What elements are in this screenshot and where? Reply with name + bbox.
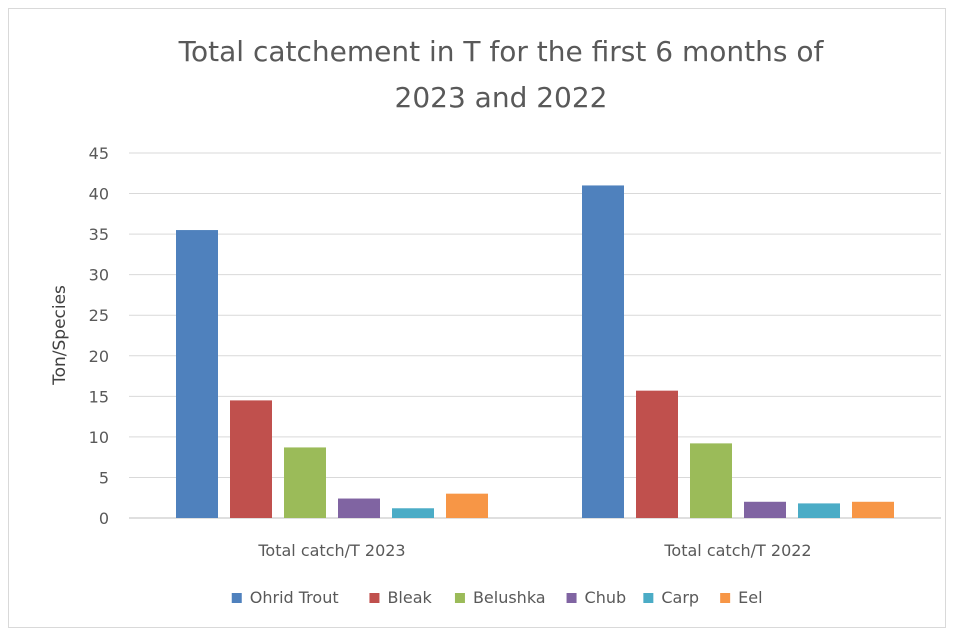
bar-ohrid-trout-2 (582, 185, 624, 518)
bar-bleak-2 (636, 390, 678, 518)
y-tick-label: 0 (99, 509, 109, 528)
y-tick-label: 30 (89, 266, 109, 285)
legend-swatch-bleak (369, 593, 380, 603)
legend-label: Bleak (387, 588, 432, 607)
bar-carp-1 (392, 508, 434, 518)
legend-swatch-eel (720, 593, 731, 603)
bar-ohrid-trout-1 (176, 230, 218, 519)
x-category-label: Total catch/T 2023 (257, 541, 405, 560)
legend-label: Carp (661, 588, 699, 607)
legend-swatch-ohrid-trout (231, 593, 242, 603)
y-tick-label: 10 (89, 428, 109, 447)
bar-eel-1 (446, 493, 488, 518)
bar-chub-1 (338, 498, 380, 518)
y-tick-label: 40 (89, 185, 109, 204)
chart-title-line-2: 2023 and 2022 (395, 81, 608, 114)
y-axis-label: Ton/Species (50, 285, 70, 386)
y-tick-label: 45 (89, 144, 109, 163)
bar-belushka-2 (690, 443, 732, 518)
x-category-label: Total catch/T 2022 (663, 541, 811, 560)
bar-carp-2 (798, 503, 840, 518)
legend-swatch-chub (566, 593, 577, 603)
y-tick-label: 15 (89, 387, 109, 406)
legend-swatch-carp (643, 593, 654, 603)
legend-label: Eel (738, 588, 762, 607)
legend-swatch-belushka (454, 593, 465, 603)
legend-label: Belushka (473, 588, 546, 607)
y-tick-label: 5 (99, 468, 109, 487)
y-tick-label: 20 (89, 347, 109, 366)
legend-label: Ohrid Trout (250, 588, 339, 607)
bar-chart: Total catchement in T for the first 6 mo… (50, 35, 941, 607)
bar-bleak-1 (230, 400, 272, 518)
bar-chub-2 (744, 501, 786, 518)
legend-label: Chub (585, 588, 627, 607)
y-tick-label: 35 (89, 225, 109, 244)
chart-title-line-1: Total catchement in T for the first 6 mo… (178, 35, 825, 68)
bar-belushka-1 (284, 447, 326, 518)
y-tick-label: 25 (89, 306, 109, 325)
chart-frame: Total catchement in T for the first 6 mo… (8, 8, 946, 628)
bar-eel-2 (852, 501, 894, 518)
